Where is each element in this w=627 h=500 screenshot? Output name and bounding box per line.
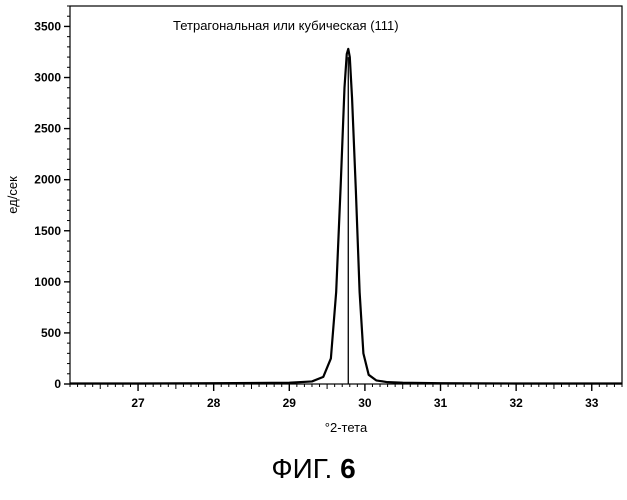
x-tick-label: 33 [585, 396, 599, 410]
y-tick-label: 3000 [34, 71, 61, 85]
x-tick-label: 27 [131, 396, 145, 410]
x-tick-label: 28 [207, 396, 221, 410]
y-tick-label: 1500 [34, 224, 61, 238]
x-tick-label: 31 [434, 396, 448, 410]
x-tick-label: 30 [358, 396, 372, 410]
y-tick-label: 1000 [34, 275, 61, 289]
y-tick-label: 500 [41, 326, 61, 340]
x-tick-label: 29 [283, 396, 297, 410]
x-axis-label: °2-тета [325, 420, 368, 435]
xrd-series-line [70, 49, 622, 384]
y-axis-label: ед/сек [5, 176, 20, 214]
y-tick-label: 2500 [34, 122, 61, 136]
x-tick-label: 32 [509, 396, 523, 410]
figure-caption: ФИГ. 6 [0, 453, 627, 485]
figure-caption-prefix: ФИГ. [271, 453, 332, 484]
peak-annotation: Тетрагональная или кубическая (111) [173, 18, 399, 33]
y-tick-label: 0 [54, 377, 61, 391]
y-tick-label: 3500 [34, 19, 61, 33]
y-tick-label: 2000 [34, 173, 61, 187]
figure-caption-number: 6 [340, 453, 356, 484]
